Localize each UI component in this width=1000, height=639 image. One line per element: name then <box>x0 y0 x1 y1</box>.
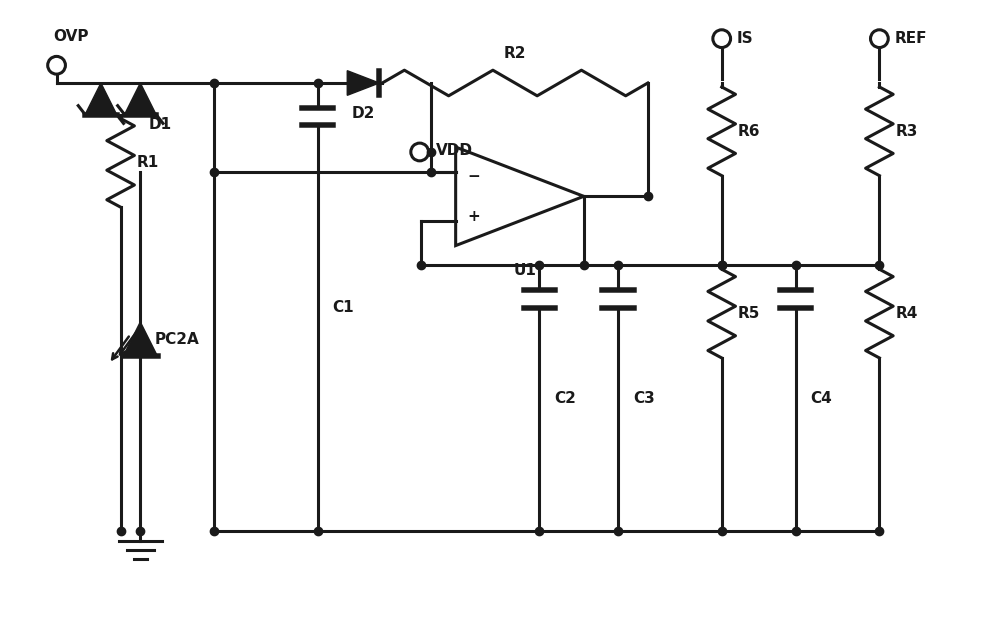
Text: D2: D2 <box>352 105 375 121</box>
Text: R3: R3 <box>895 124 918 139</box>
Text: R1: R1 <box>136 155 159 171</box>
Text: C4: C4 <box>810 391 832 406</box>
Text: C2: C2 <box>554 391 576 406</box>
Text: R6: R6 <box>737 124 760 139</box>
Text: PC2A: PC2A <box>155 332 200 347</box>
Text: C3: C3 <box>633 391 655 406</box>
Text: −: − <box>467 169 480 184</box>
Polygon shape <box>347 71 379 95</box>
Text: R4: R4 <box>895 306 918 321</box>
Text: +: + <box>467 208 480 224</box>
Text: U1: U1 <box>513 263 536 279</box>
Text: IS: IS <box>736 31 753 46</box>
Text: REF: REF <box>894 31 927 46</box>
Text: C1: C1 <box>332 300 354 314</box>
Text: R5: R5 <box>737 306 760 321</box>
Polygon shape <box>125 83 156 114</box>
Text: OVP: OVP <box>54 29 89 43</box>
Text: VDD: VDD <box>436 144 473 158</box>
Text: R2: R2 <box>504 46 526 61</box>
Polygon shape <box>85 83 117 114</box>
Text: D1: D1 <box>148 118 171 132</box>
Polygon shape <box>123 322 158 357</box>
